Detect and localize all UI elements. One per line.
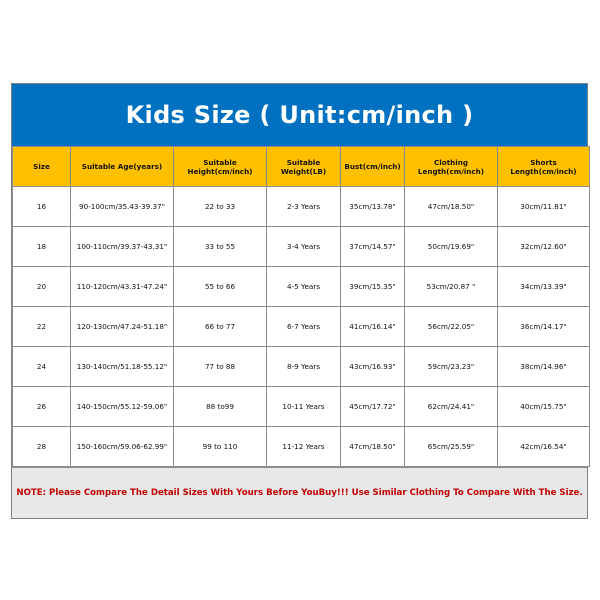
table-cell: 90-100cm/35.43-39.37" [70,186,174,227]
table-cell: 110-120cm/43.31-47.24" [70,266,174,307]
table-cell: 34cm/13.39" [497,266,590,307]
table-cell: 65cm/25.59" [404,426,498,467]
table-row: 26 140-150cm/55.12-59.06" 88 to99 10-11 Yea… [12,386,590,427]
table-cell: 37cm/14.57" [340,226,405,267]
table-cell: 59cm/23.23" [404,346,498,387]
table-cell: 99 to 110 [173,426,267,467]
table-cell: 38cm/14.96" [497,346,590,387]
table-cell: 39cm/15.35" [340,266,405,307]
table-cell: 4-5 Years [266,266,341,307]
table-cell: 10-11 Years [266,386,341,427]
table-row: 22 120-130cm/47.24-51.18" 66 to 77 6-7 Year… [12,306,590,347]
table-cell: 120-130cm/47.24-51.18" [70,306,174,347]
table-cell: 35cm/13.78" [340,186,405,227]
note-text: NOTE: Please Compare The Detail Sizes Wi… [12,467,587,518]
table-cell: 77 to 88 [173,346,267,387]
table-cell: 36cm/14.17" [497,306,590,347]
table-cell: 100-110cm/39.37-43.31" [70,226,174,267]
table-cell: 42cm/16.54" [497,426,590,467]
table-cell: 150-160cm/59.06-62.99" [70,426,174,467]
table-cell: 3-4 Years [266,226,341,267]
table-cell: 24 [12,346,71,387]
column-header: Suitable Age(years) [70,146,174,187]
size-table: Size Suitable Age(years) Suitable Height(c… [12,146,590,467]
table-row: 20 110-120cm/43.31-47.24" 55 to 66 4-5 Year… [12,266,590,307]
table-cell: 66 to 77 [173,306,267,347]
column-header: Bust(cm/inch) [340,146,405,187]
table-row: 24 130-140cm/51.18-55.12" 77 to 88 8-9 Year… [12,346,590,387]
column-header: Clothing Length(cm/inch) [404,146,498,187]
column-header: Suitable Height(cm/inch) [173,146,267,187]
table-cell: 33 to 55 [173,226,267,267]
table-cell: 28 [12,426,71,467]
table-cell: 26 [12,386,71,427]
chart-title: Kids Size ( Unit:cm/inch ) [12,84,587,146]
table-cell: 56cm/22.05" [404,306,498,347]
table-cell: 30cm/11.81" [497,186,590,227]
table-cell: 22 to 33 [173,186,267,227]
table-cell: 41cm/16.14" [340,306,405,347]
table-cell: 47cm/18.50" [404,186,498,227]
table-cell: 18 [12,226,71,267]
table-cell: 20 [12,266,71,307]
header-row: Size Suitable Age(years) Suitable Height(c… [12,146,590,187]
table-cell: 45cm/17.72" [340,386,405,427]
column-header: Size [12,146,71,187]
table-cell: 32cm/12.60" [497,226,590,267]
table-cell: 2-3 Years [266,186,341,227]
table-cell: 50cm/19.69" [404,226,498,267]
table-cell: 8-9 Years [266,346,341,387]
table-cell: 22 [12,306,71,347]
table-cell: 47cm/18.50" [340,426,405,467]
table-cell: 40cm/15.75" [497,386,590,427]
table-cell: 43cm/16.93" [340,346,405,387]
table-cell: 53cm/20.87 " [404,266,498,307]
table-cell: 140-150cm/55.12-59.06" [70,386,174,427]
table-cell: 130-140cm/51.18-55.12" [70,346,174,387]
table-row: 18 100-110cm/39.37-43.31" 33 to 55 3-4 Year… [12,226,590,267]
table-row: 16 90-100cm/35.43-39.37" 22 to 33 2-3 Years… [12,186,590,227]
table-cell: 16 [12,186,71,227]
table-cell: 88 to99 [173,386,267,427]
size-chart: Kids Size ( Unit:cm/inch ) Size Suitable … [11,83,590,519]
table-cell: 55 to 66 [173,266,267,307]
table-cell: 6-7 Years [266,306,341,347]
column-header: Suitable Weight(LB) [266,146,341,187]
table-row: 28 150-160cm/59.06-62.99" 99 to 110 11-12 Y… [12,426,590,467]
table-cell: 62cm/24.41" [404,386,498,427]
column-header: Shorts Length(cm/inch) [497,146,590,187]
table-cell: 11-12 Years [266,426,341,467]
